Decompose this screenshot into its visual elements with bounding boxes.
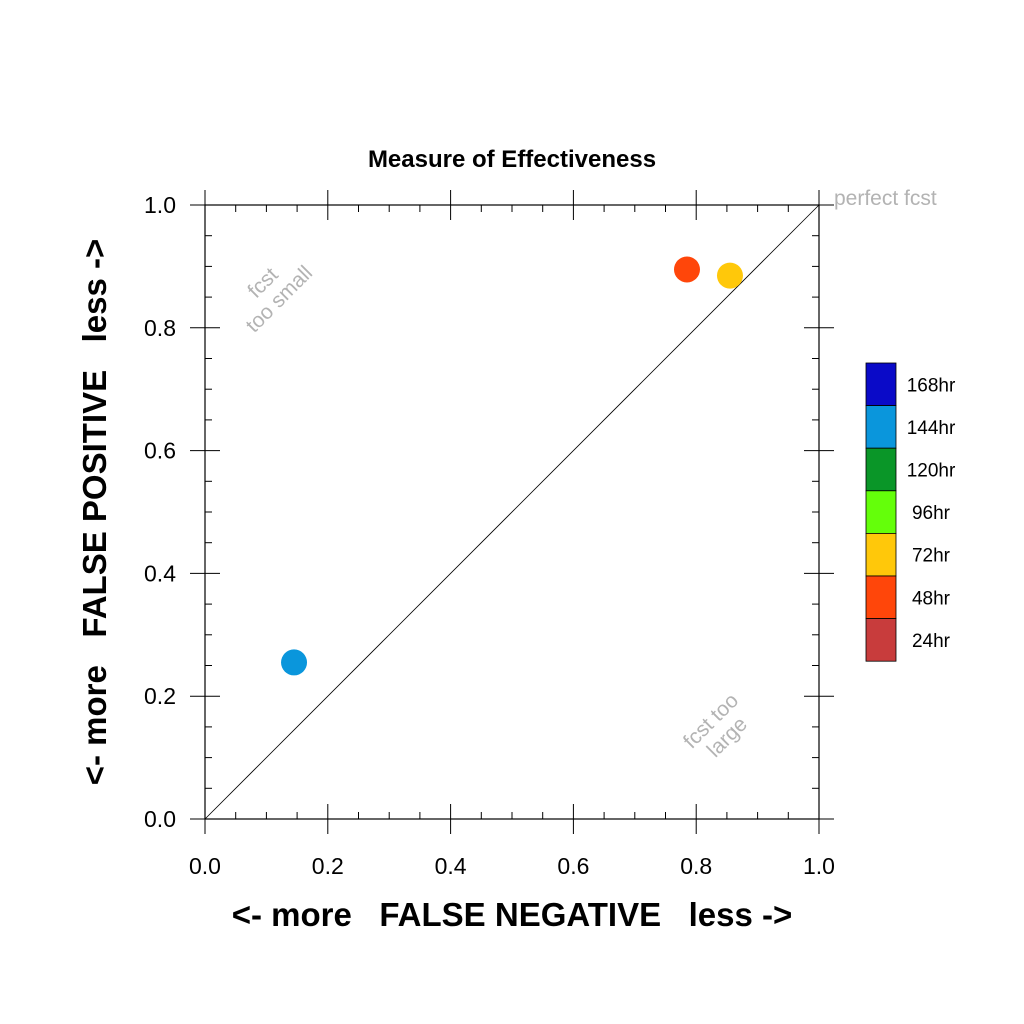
legend-swatch-144hr xyxy=(865,405,897,449)
x-tick-label: 0.8 xyxy=(680,853,712,879)
perfect-forecast-annotation: perfect fcst xyxy=(834,187,937,210)
legend-label-120hr: 120hr xyxy=(907,461,956,482)
y-axis-label-group: <- more FALSE POSITIVE less -> xyxy=(76,239,113,786)
perfect-forecast-diagonal xyxy=(204,204,820,820)
x-tick-label: 0.4 xyxy=(435,853,467,879)
too-small-annotation: fcst too small xyxy=(241,261,317,337)
too-large-annotation: fcst too large xyxy=(679,689,752,762)
legend-label-48hr: 48hr xyxy=(912,588,951,609)
point-144hr xyxy=(281,649,308,676)
point-72hr xyxy=(716,262,743,289)
y-tick-label: 0.0 xyxy=(144,806,176,832)
y-tick-label: 0.8 xyxy=(144,315,176,341)
plot-frame xyxy=(204,204,820,820)
too-small-line-2: too small xyxy=(241,261,317,337)
y-axis-label: <- more FALSE POSITIVE less -> xyxy=(76,239,113,786)
x-tick-label: 0.6 xyxy=(557,853,589,879)
x-tick-label: 0.2 xyxy=(312,853,344,879)
legend-swatch-48hr xyxy=(865,575,897,619)
y-tick-label: 0.6 xyxy=(144,438,176,464)
y-tick-label: 0.4 xyxy=(144,560,176,586)
legend-label-144hr: 144hr xyxy=(907,418,956,439)
legend-swatch-168hr xyxy=(865,362,897,406)
tick-labels: 0.0 0.2 0.4 0.6 0.8 1.0 0.0 0.2 0.4 0.6 0.8 1.0 xyxy=(144,192,835,879)
x-tick-label: 0.0 xyxy=(189,853,221,879)
legend-label-168hr: 168hr xyxy=(907,375,956,396)
chart-title: Measure of Effectiveness xyxy=(368,146,656,173)
legend-swatch-96hr xyxy=(865,490,897,534)
legend-label-96hr: 96hr xyxy=(912,503,951,524)
legend-swatch-72hr xyxy=(865,533,897,577)
legend-label-24hr: 24hr xyxy=(912,631,951,652)
legend-label-72hr: 72hr xyxy=(912,546,951,567)
x-axis-label: <- more FALSE NEGATIVE less -> xyxy=(232,896,793,933)
point-48hr xyxy=(673,256,700,283)
x-tick-label: 1.0 xyxy=(803,853,835,879)
data-points xyxy=(281,256,743,676)
legend: 168hr 144hr 120hr 96hr 72hr 48hr 24hr xyxy=(865,362,956,662)
y-tick-label: 0.2 xyxy=(144,683,176,709)
legend-swatch-24hr xyxy=(865,618,897,662)
legend-swatch-120hr xyxy=(865,447,897,492)
y-tick-label: 1.0 xyxy=(144,192,176,218)
